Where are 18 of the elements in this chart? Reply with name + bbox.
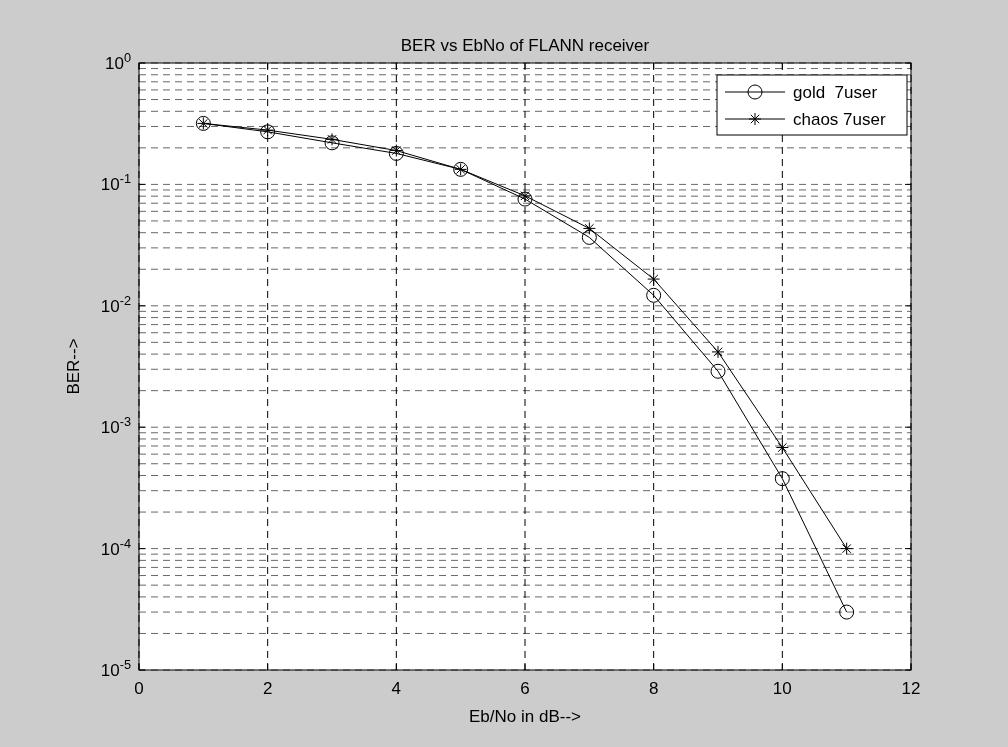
x-tick-label: 8 — [648, 679, 659, 698]
y-axis-title: BER--> — [64, 338, 83, 395]
x-tick-label: 0 — [134, 679, 144, 698]
y-tick-label: 10$^{-5}$ — [100, 656, 131, 680]
x-tick-label: 12 — [901, 679, 921, 698]
y-tick-label: 10$^{-4}$ — [100, 535, 131, 559]
y-tick-label: 10$^{-1}$ — [100, 170, 131, 195]
x-tick-label: 10 — [772, 679, 792, 698]
x-axis-title: Eb/No in dB--> — [469, 707, 582, 726]
y-tick-label: 10$^{-2}$ — [100, 292, 131, 316]
x-tick-label: 2 — [262, 679, 273, 698]
y-tick-label: 10$^{0}$ — [104, 49, 131, 73]
x-tick-label: 6 — [520, 679, 530, 698]
chart-title: BER vs EbNo of FLANN receiver — [400, 36, 650, 55]
legend-label: gold 7user — [793, 83, 878, 102]
x-tick-label: 4 — [391, 679, 402, 698]
y-tick-label: 10$^{-3}$ — [100, 413, 131, 438]
legend-label: chaos 7user — [793, 110, 886, 129]
